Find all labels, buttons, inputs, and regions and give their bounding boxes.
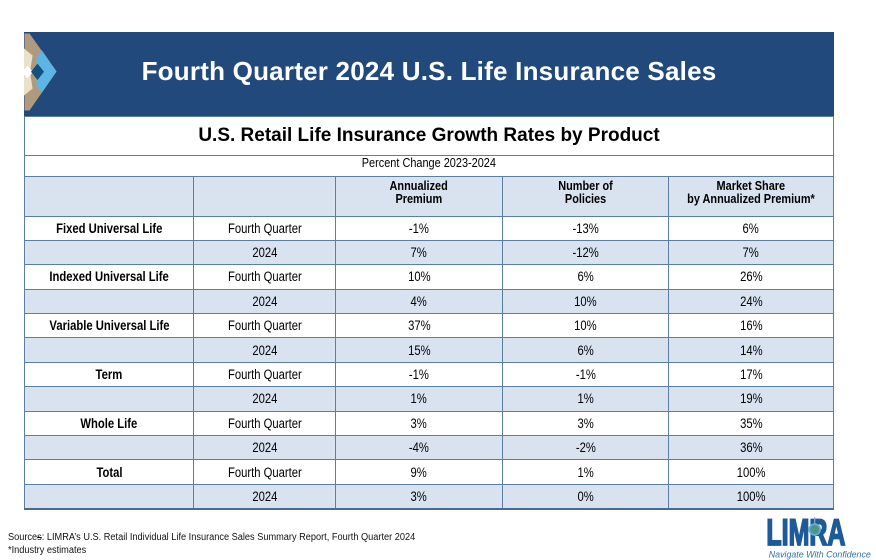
svg-text:Navigate With Confidence: Navigate With Confidence	[769, 550, 871, 560]
svg-text:LIMRA: LIMRA	[766, 514, 845, 553]
